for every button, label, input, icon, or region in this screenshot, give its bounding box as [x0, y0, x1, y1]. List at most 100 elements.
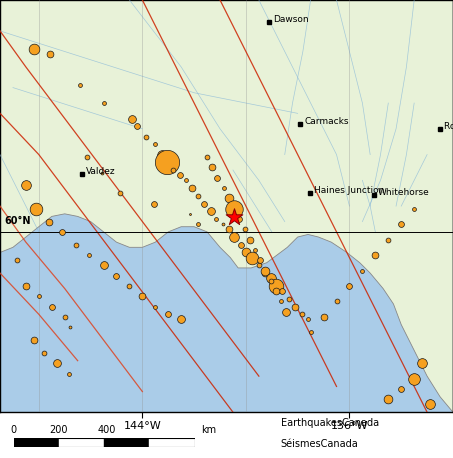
Point — [33, 205, 40, 213]
Point — [178, 316, 185, 323]
Point — [398, 385, 405, 393]
Point — [285, 295, 292, 302]
Point — [410, 205, 418, 213]
Point — [398, 220, 405, 228]
Point — [262, 267, 269, 274]
Point — [22, 182, 29, 189]
Point — [346, 282, 353, 289]
Point — [35, 293, 43, 300]
Point — [164, 158, 171, 166]
Point — [410, 375, 418, 382]
Point — [100, 99, 107, 107]
Text: 200: 200 — [50, 425, 68, 435]
Point — [291, 303, 299, 310]
Point — [385, 396, 392, 403]
Point — [214, 174, 221, 181]
Text: Haines Junction: Haines Junction — [314, 186, 385, 195]
Point — [61, 313, 68, 321]
Point — [226, 195, 233, 202]
Point — [152, 141, 159, 148]
Point — [53, 360, 61, 367]
Point — [219, 220, 226, 228]
Point — [212, 215, 220, 223]
Point — [99, 169, 106, 176]
Point — [320, 313, 327, 321]
Text: Valdez: Valdez — [86, 167, 115, 175]
Point — [333, 298, 340, 305]
Point — [226, 226, 233, 233]
Point — [279, 288, 286, 295]
Point — [48, 303, 55, 310]
Point — [237, 241, 244, 248]
Point — [73, 241, 80, 248]
Point — [220, 185, 227, 192]
Point — [272, 282, 280, 289]
Bar — [149, 438, 195, 447]
Point — [66, 323, 73, 331]
Point — [100, 262, 107, 269]
Point — [58, 228, 66, 235]
Text: 60°N: 60°N — [4, 216, 30, 226]
Point — [30, 337, 37, 344]
Point — [201, 200, 208, 207]
Point — [272, 288, 280, 295]
Point — [30, 45, 37, 53]
Point — [298, 311, 305, 318]
Bar — [104, 438, 149, 447]
Point — [126, 282, 133, 289]
Point — [231, 205, 238, 213]
Point — [117, 190, 124, 197]
Point — [188, 185, 195, 192]
Point — [134, 123, 141, 130]
Point — [256, 256, 264, 264]
Text: SéismesCanada: SéismesCanada — [281, 439, 359, 449]
Point — [164, 311, 172, 318]
Point — [418, 360, 425, 367]
Point — [385, 236, 392, 243]
Point — [22, 282, 29, 289]
Point — [262, 269, 269, 277]
Point — [150, 200, 158, 207]
Text: Whitehorse: Whitehorse — [378, 188, 430, 196]
Point — [183, 177, 190, 184]
Point — [267, 274, 274, 282]
Point — [282, 308, 289, 316]
Bar — [59, 438, 104, 447]
Point — [194, 192, 202, 199]
Point — [143, 133, 150, 140]
Point — [203, 153, 211, 161]
Point — [113, 272, 120, 279]
Point — [246, 236, 253, 243]
Point — [187, 210, 194, 218]
Point — [170, 166, 177, 174]
Point — [359, 267, 366, 274]
Polygon shape — [0, 0, 453, 412]
Text: km: km — [202, 425, 217, 435]
Point — [304, 316, 312, 323]
Point — [241, 226, 248, 233]
Point — [372, 251, 379, 259]
Text: Ross River: Ross River — [444, 122, 453, 131]
Point — [267, 277, 274, 284]
Point — [176, 171, 183, 179]
Point — [231, 214, 238, 221]
Point — [277, 298, 284, 305]
Point — [40, 349, 48, 357]
Point — [128, 115, 135, 122]
Point — [83, 153, 90, 161]
Point — [209, 164, 216, 171]
Point — [242, 249, 250, 256]
Text: 400: 400 — [97, 425, 116, 435]
Text: 0: 0 — [10, 425, 17, 435]
Bar — [14, 438, 59, 447]
Point — [139, 293, 146, 300]
Point — [255, 262, 262, 269]
Text: Dawson: Dawson — [273, 15, 308, 24]
Point — [231, 233, 238, 240]
Point — [307, 329, 314, 336]
Point — [86, 251, 93, 259]
Point — [426, 401, 434, 408]
Point — [152, 303, 159, 310]
Text: EarthquakesCanada: EarthquakesCanada — [281, 418, 379, 428]
Point — [13, 256, 20, 264]
